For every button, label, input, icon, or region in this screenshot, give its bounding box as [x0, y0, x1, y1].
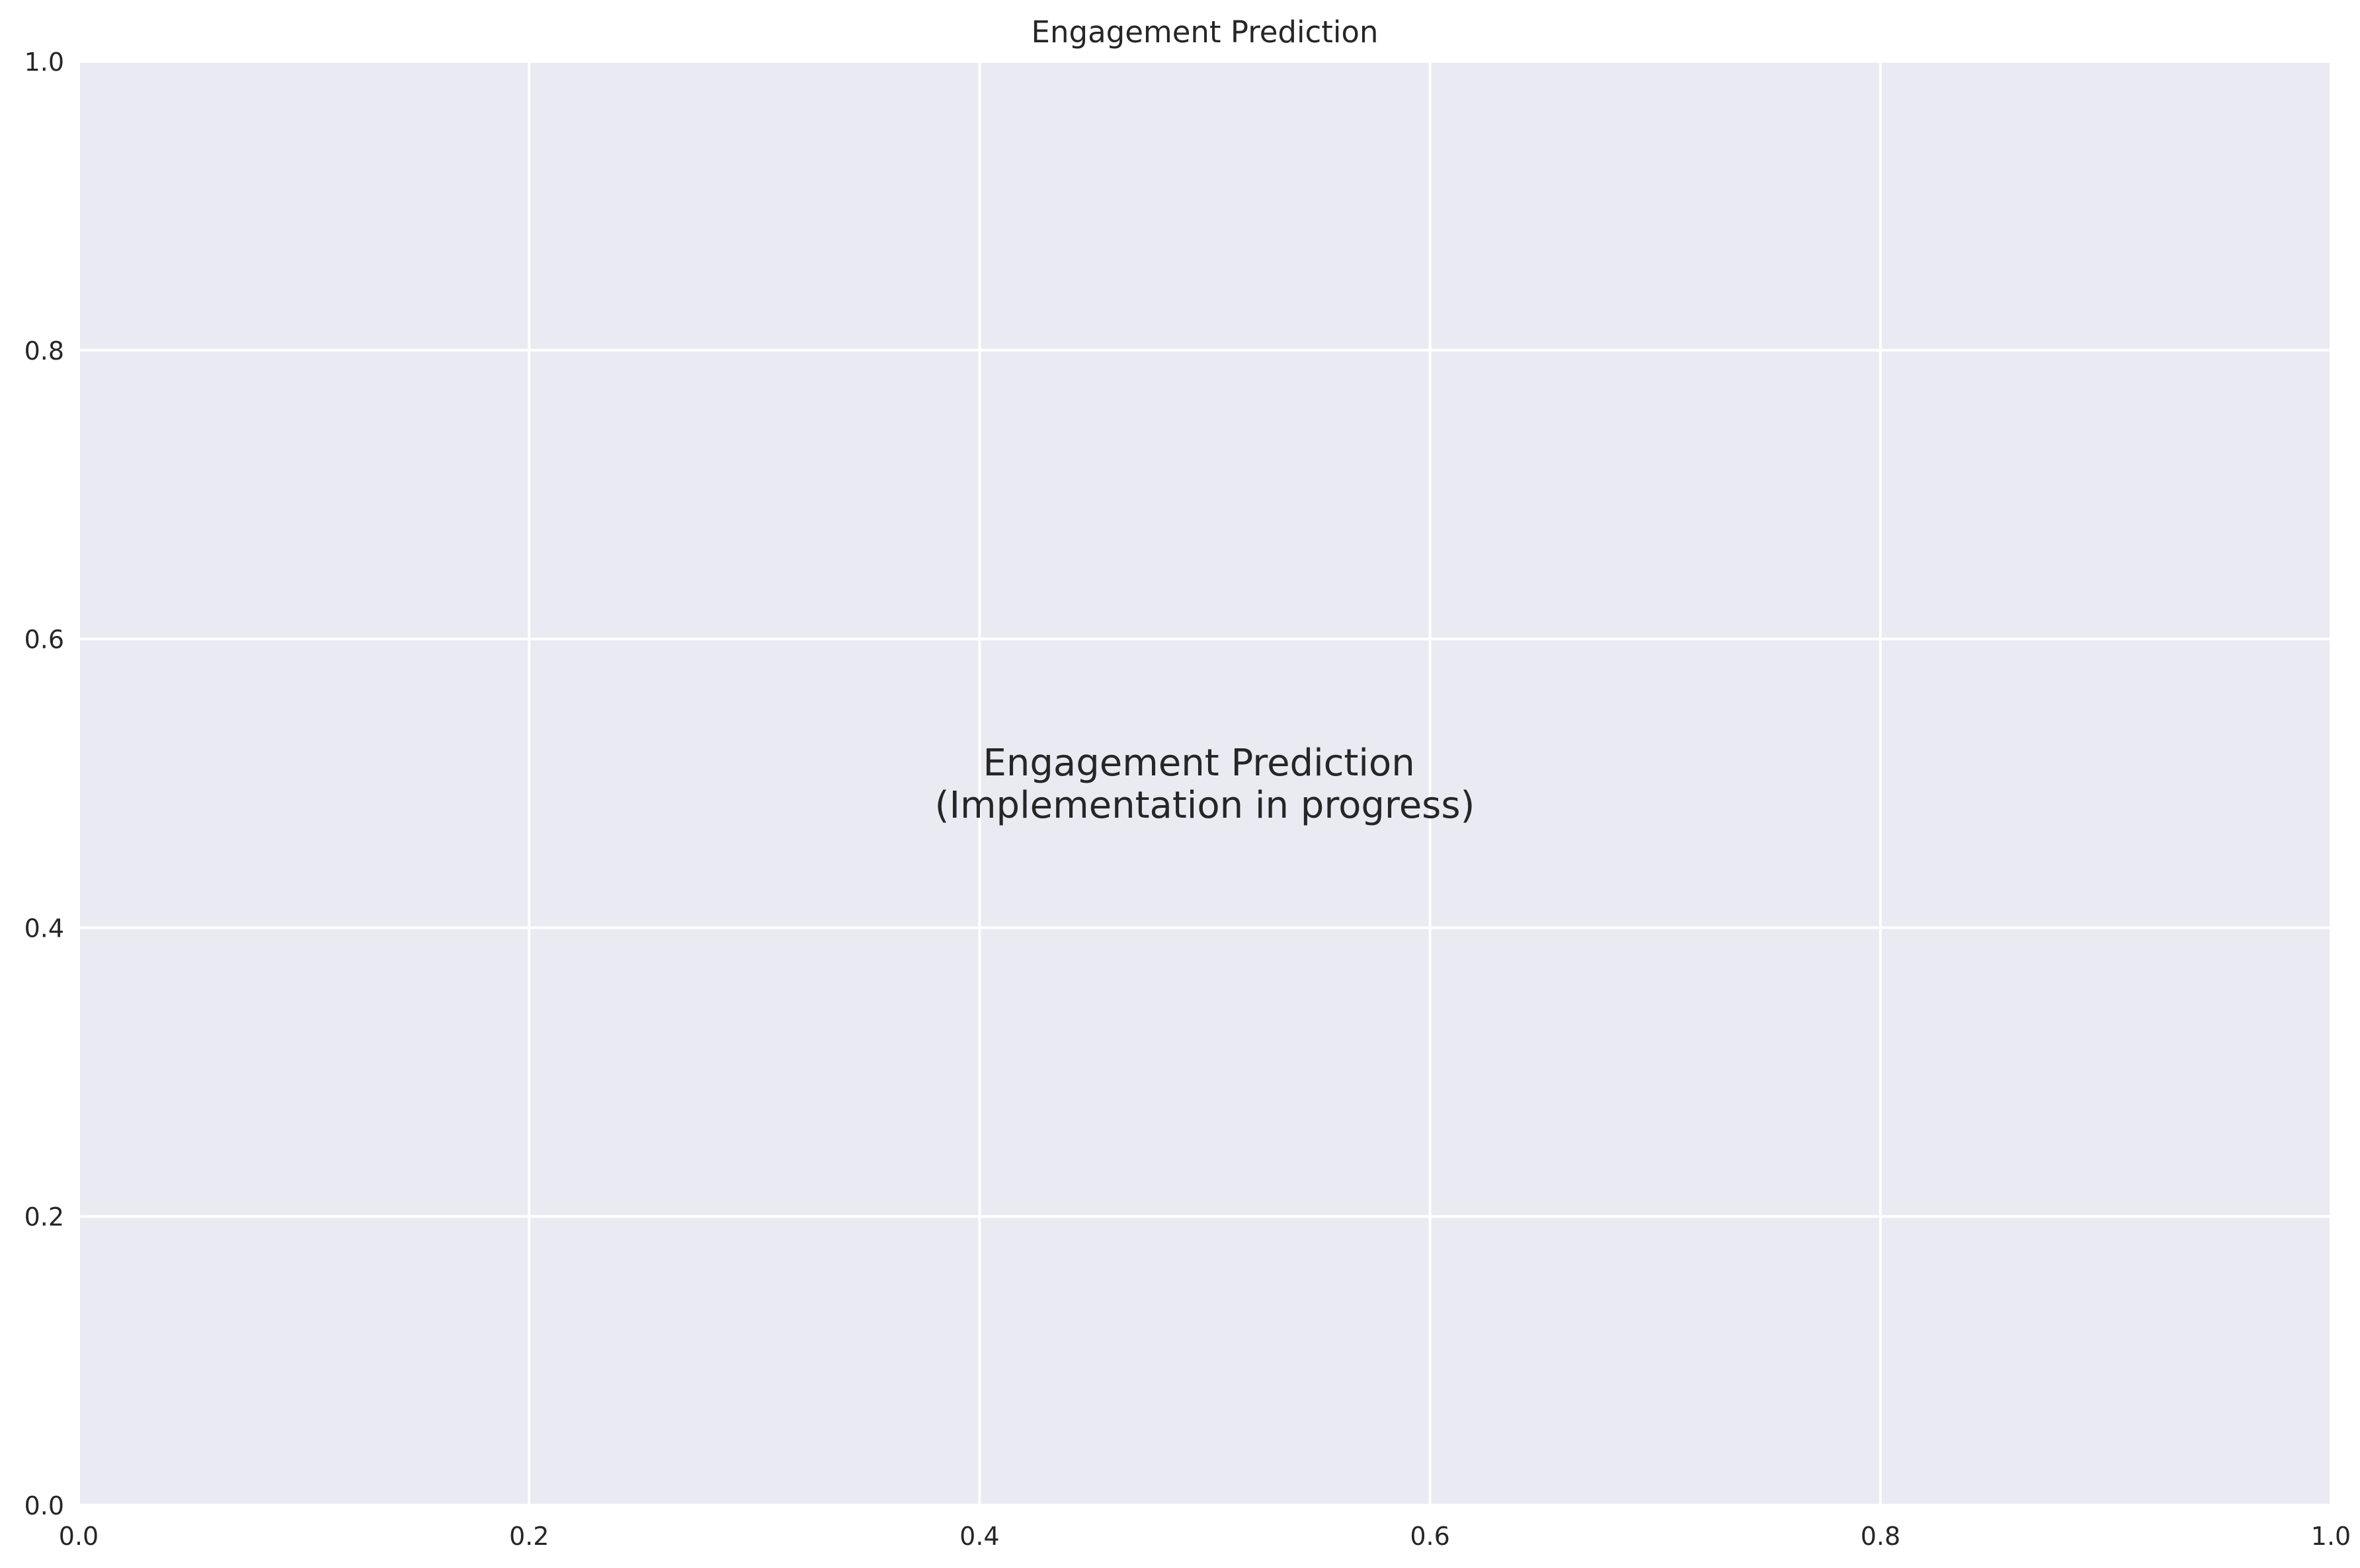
annotation-line-2: (Implementation in progress) — [935, 784, 1475, 827]
x-tick-label: 0.0 — [59, 1522, 99, 1551]
x-tick-label: 1.0 — [2311, 1522, 2351, 1551]
annotation-line-1: Engagement Prediction — [983, 742, 1415, 785]
tick-labels: 0.0 0.2 0.4 0.6 0.8 1.0 0.0 0.2 0.4 0.6 0.8 1.0 — [24, 48, 2351, 1551]
chart-title: Engagement Prediction — [1032, 15, 1379, 50]
y-tick-label: 0.0 — [24, 1491, 64, 1520]
y-tick-label: 0.8 — [24, 336, 64, 366]
x-tick-label: 0.2 — [509, 1522, 549, 1551]
plot-area — [79, 61, 2331, 1505]
y-tick-label: 0.2 — [24, 1202, 64, 1232]
grid-lines — [77, 60, 2332, 1507]
y-tick-label: 0.4 — [24, 914, 64, 943]
center-annotation: Engagement Prediction (Implementation in… — [935, 742, 1475, 827]
y-tick-label: 1.0 — [24, 48, 64, 77]
x-tick-label: 0.8 — [1861, 1522, 1900, 1551]
x-tick-label: 0.6 — [1410, 1522, 1449, 1551]
y-tick-label: 0.6 — [24, 625, 64, 654]
x-tick-label: 0.4 — [959, 1522, 999, 1551]
